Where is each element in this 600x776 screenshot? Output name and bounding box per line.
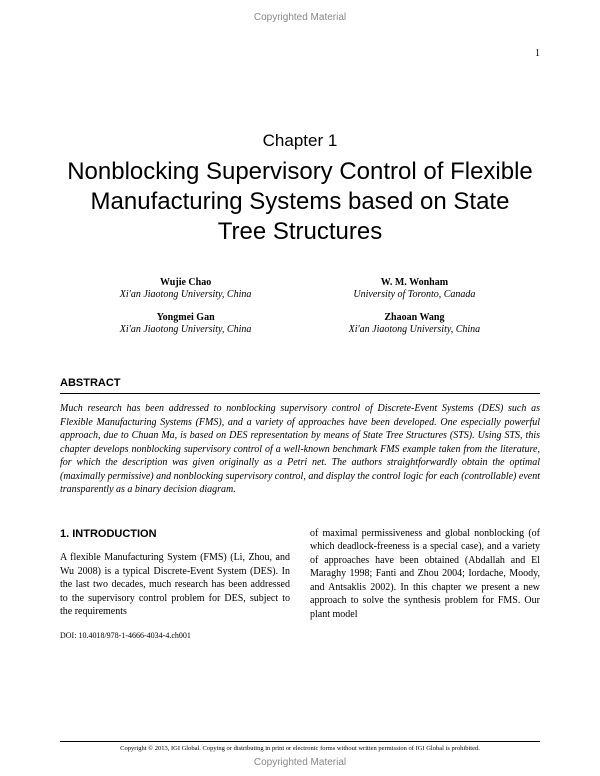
author-affiliation: Xi'an Jiaotong University, China	[309, 324, 520, 335]
section-heading: 1. INTRODUCTION	[60, 527, 290, 542]
body-columns: 1. INTRODUCTION A flexible Manufacturing…	[60, 527, 540, 642]
abstract-heading: ABSTRACT	[60, 377, 540, 389]
authors-left: Wujie Chao Xi'an Jiaotong University, Ch…	[80, 277, 291, 347]
abstract-divider	[60, 393, 540, 394]
chapter-label: Chapter 1	[60, 131, 540, 151]
column-right: of maximal permissiveness and global non…	[310, 527, 540, 642]
body-paragraph: of maximal permissiveness and global non…	[310, 527, 540, 622]
authors-block: Wujie Chao Xi'an Jiaotong University, Ch…	[60, 277, 540, 347]
doi: DOI: 10.4018/978-1-4666-4034-4.ch001	[60, 631, 290, 642]
authors-right: W. M. Wonham University of Toronto, Cana…	[309, 277, 520, 347]
page-number: 1	[535, 48, 540, 59]
author-affiliation: University of Toronto, Canada	[309, 289, 520, 300]
author-name: W. M. Wonham	[309, 277, 520, 288]
author-affiliation: Xi'an Jiaotong University, China	[80, 324, 291, 335]
chapter-title: Nonblocking Supervisory Control of Flexi…	[60, 157, 540, 247]
footer-copyright-label: Copyrighted Material	[0, 757, 600, 768]
copyright-footer: Copyright © 2013, IGI Global. Copying or…	[60, 741, 540, 752]
header-copyright-label: Copyrighted Material	[60, 0, 540, 23]
body-paragraph: A flexible Manufacturing System (FMS) (L…	[60, 551, 290, 619]
author-name: Zhaoan Wang	[309, 312, 520, 323]
author-name: Yongmei Gan	[80, 312, 291, 323]
column-left: 1. INTRODUCTION A flexible Manufacturing…	[60, 527, 290, 642]
author-name: Wujie Chao	[80, 277, 291, 288]
author-affiliation: Xi'an Jiaotong University, China	[80, 289, 291, 300]
abstract-text: Much research has been addressed to nonb…	[60, 402, 540, 497]
